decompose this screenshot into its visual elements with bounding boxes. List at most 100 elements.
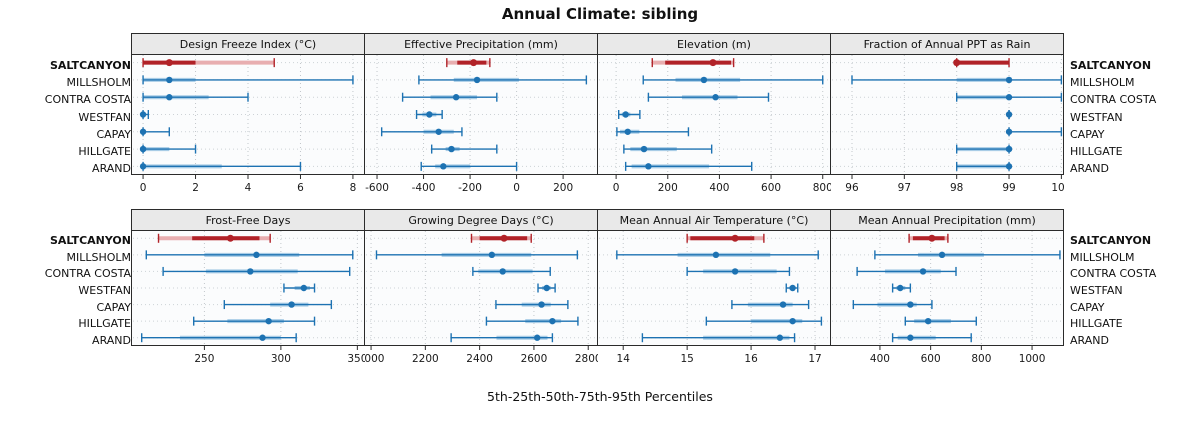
median-dot (789, 317, 796, 325)
whisker-capay (380, 127, 463, 137)
panel-strip-row-1: Design Freeze Index (°C) 0 2 4 6 8 Effective P… (131, 33, 1064, 197)
axis-tick-label: 600 (761, 182, 781, 194)
site-label-left: ARAND (92, 333, 131, 347)
panel-plot-effective-precipitation: -600 -400 -200 0 200 (364, 54, 598, 194)
whisker-contra-costa (472, 266, 551, 276)
axis-tick-label: 800 (971, 353, 991, 365)
median-dot (452, 94, 460, 101)
median-dot (924, 317, 932, 325)
panel-plot-design-freeze-index: 0 2 4 6 8 (131, 54, 365, 194)
panel-plot-mean-annual-air-temperature: 14 15 16 17 (597, 230, 831, 365)
whisker-arand (641, 333, 796, 343)
median-dot (139, 111, 147, 118)
axis-tick-label: 250 (194, 353, 214, 365)
whisker-hillgate (430, 144, 498, 154)
median-dot (938, 251, 946, 259)
site-label-left: MILLSHOLM (66, 75, 131, 89)
median-dot (488, 251, 496, 259)
median-dot (247, 268, 254, 275)
axis-tick-label: 16 (744, 353, 758, 365)
whisker-saltcanyon (142, 58, 275, 68)
whisker-millsholm (418, 75, 588, 85)
axis-tick-label: 6 (297, 182, 304, 194)
whisker-westfan (283, 283, 316, 293)
site-label-right: MILLSHOLM (1070, 250, 1135, 264)
site-label-left: CAPAY (96, 300, 131, 314)
median-dot (435, 128, 442, 135)
site-label-left: MILLSHOLM (66, 250, 131, 264)
median-dot (139, 163, 147, 170)
panel-row-1: SALTCANYON MILLSHOLM CONTRA COSTA WESTFAN CA… (0, 33, 1200, 197)
median-dot (549, 317, 556, 325)
median-dot (622, 111, 629, 118)
whisker-millsholm (616, 250, 819, 260)
site-label-right: HILLGATE (1070, 145, 1123, 159)
axis-tick-label: 200 (658, 182, 678, 194)
median-dot (300, 284, 308, 292)
whisker-capay (1005, 127, 1063, 137)
median-dot (139, 145, 147, 153)
axis-tick-label: 600 (921, 353, 941, 365)
whisker-hillgate (139, 144, 197, 154)
whisker-contra-costa (142, 92, 249, 102)
site-label-right: CAPAY (1070, 300, 1105, 314)
site-labels-right: SALTCANYON MILLSHOLM CONTRA COSTA WESTFAN CA… (1064, 33, 1197, 197)
panel-header-elevation: Elevation (m) (597, 33, 831, 55)
median-dot (700, 76, 708, 84)
plot-background (131, 230, 365, 346)
panel-elevation: Elevation (m) 0 200 400 600 800 (597, 33, 831, 197)
panel-header-fraction-annual-ppt-as-rain: Fraction of Annual PPT as Rain (830, 33, 1064, 55)
median-dot (226, 234, 234, 242)
whisker-westfan (1005, 110, 1013, 119)
whisker-westfan (415, 110, 443, 119)
whisker-westfan (891, 283, 912, 293)
panel-plot-mean-annual-precipitation: 400 600 800 1000 (830, 230, 1064, 365)
panel-fraction-annual-ppt-as-rain: Fraction of Annual PPT as Rain 96 97 98 99 10… (830, 33, 1064, 197)
median-dot (731, 234, 739, 242)
axis-tick-label: 350 (347, 353, 365, 365)
axis-tick-label: 400 (870, 353, 890, 365)
whisker-westfan (785, 283, 799, 293)
whisker-hillgate (955, 144, 1013, 154)
axis-tick-label: 4 (245, 182, 252, 194)
median-dot (919, 268, 927, 275)
percentiles-caption: 5th-25th-50th-75th-95th Percentiles (487, 389, 713, 404)
axis-tick-label: 300 (271, 353, 291, 365)
whisker-arand (450, 333, 554, 343)
median-dot (907, 301, 914, 308)
panel-header-design-freeze-index: Design Freeze Index (°C) (131, 33, 365, 55)
panel-border (830, 54, 1064, 175)
axis-tick-label: 2 (192, 182, 199, 194)
median-dot (776, 334, 784, 341)
panel-effective-precipitation: Effective Precipitation (mm) -600 -400 -200… (364, 33, 598, 197)
site-label-right: WESTFAN (1070, 284, 1123, 297)
whisker-millsholm (642, 75, 824, 85)
whisker-millsholm (375, 250, 579, 260)
panel-plot-frost-free-days: 250 300 350 (131, 230, 365, 365)
axis-tick-label: 17 (808, 353, 821, 365)
panel-header-effective-precipitation: Effective Precipitation (mm) (364, 33, 598, 55)
axis-tick-label: 1000 (1019, 353, 1046, 365)
site-label-left: CONTRA COSTA (44, 267, 131, 281)
panel-strip-row-2: Frost-Free Days 250 300 350 Growing Degree D… (131, 209, 1064, 368)
median-dot (779, 301, 787, 308)
whisker-saltcanyon (446, 58, 491, 68)
axis-tick-label: 98 (950, 182, 963, 194)
panel-row-2: SALTCANYON MILLSHOLM CONTRA COSTA WESTFAN CA… (0, 209, 1200, 368)
site-label-left: SALTCANYON (49, 234, 131, 248)
median-dot (265, 317, 272, 325)
median-dot (1005, 111, 1013, 118)
panel-mean-annual-precipitation: Mean Annual Precipitation (mm) 400 600 800 1… (830, 209, 1064, 368)
whisker-saltcanyon (953, 58, 1010, 68)
site-label-left: CONTRA COSTA (44, 93, 131, 107)
whisker-capay (139, 127, 171, 137)
whisker-saltcanyon (908, 233, 949, 243)
axis-tick-label: 2400 (466, 353, 493, 365)
median-dot (259, 334, 266, 341)
axis-tick-label: 100 (1051, 182, 1064, 194)
whisker-hillgate (623, 144, 713, 154)
axis-tick-label: 400 (709, 182, 729, 194)
site-label-right: CAPAY (1070, 127, 1105, 141)
median-dot (712, 94, 719, 101)
